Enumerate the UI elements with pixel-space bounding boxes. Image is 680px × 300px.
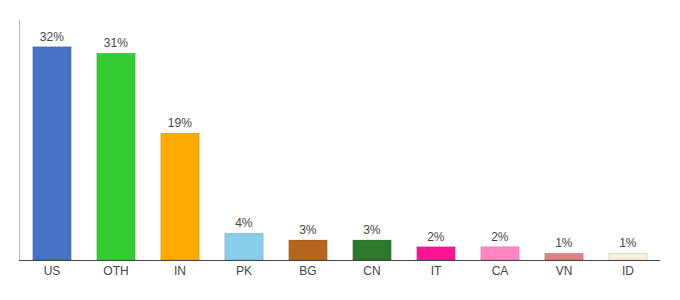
svg-text:3%: 3% [363, 223, 381, 237]
svg-text:3%: 3% [299, 223, 317, 237]
svg-text:32%: 32% [40, 30, 64, 44]
svg-text:IN: IN [174, 264, 186, 278]
svg-text:19%: 19% [168, 116, 192, 130]
svg-text:2%: 2% [491, 230, 509, 244]
svg-text:1%: 1% [555, 236, 573, 250]
svg-text:4%: 4% [235, 216, 253, 230]
svg-text:1%: 1% [619, 236, 637, 250]
svg-text:2%: 2% [427, 230, 445, 244]
svg-text:ID: ID [622, 264, 634, 278]
svg-text:OTH: OTH [103, 264, 128, 278]
svg-text:VN: VN [556, 264, 573, 278]
svg-text:BG: BG [299, 264, 316, 278]
svg-text:US: US [44, 264, 61, 278]
svg-text:CN: CN [363, 264, 380, 278]
svg-text:IT: IT [431, 264, 442, 278]
svg-text:CA: CA [492, 264, 509, 278]
svg-text:31%: 31% [104, 36, 128, 50]
svg-text:PK: PK [236, 264, 252, 278]
